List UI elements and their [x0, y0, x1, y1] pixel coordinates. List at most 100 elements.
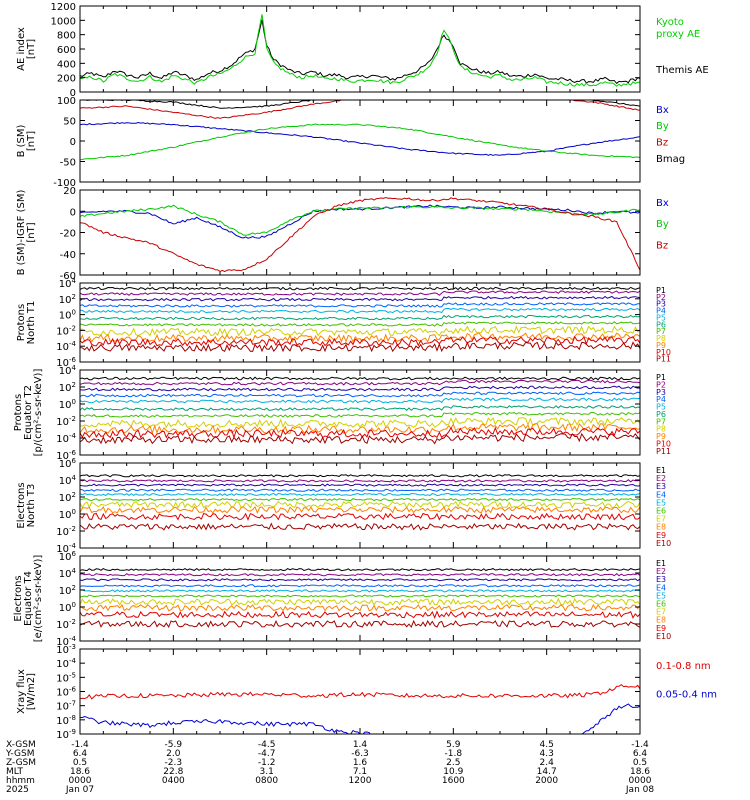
legend-label: E3: [656, 575, 666, 584]
series-line-E4: [80, 584, 640, 588]
y-tick-label: 104: [59, 567, 77, 580]
legend-label: P1: [656, 373, 666, 382]
legend-label: P7: [656, 327, 666, 336]
y-tick-label: 20: [63, 186, 76, 197]
series-line-P11: [80, 341, 640, 353]
x-tick-label: 14.7: [537, 767, 557, 777]
legend-label: E6: [656, 506, 666, 515]
legend-label: P2: [656, 293, 666, 302]
series-line-P7: [80, 321, 640, 327]
panel-1: 0 200 400 600 800 1000 1200 AE index [nT] Kyotopr…: [16, 2, 709, 99]
series-line-E5: [80, 492, 640, 497]
y-tick-label: 10-3: [56, 643, 76, 656]
series-line-E2: [80, 573, 640, 577]
y-axis-label: [p/(cm²-s-sr-keV)]: [33, 369, 44, 457]
legend-label: P9: [656, 432, 666, 441]
y-axis-label: [W/m2]: [26, 673, 37, 710]
legend-label: P1: [656, 286, 666, 295]
legend-label: E4: [656, 490, 666, 499]
x-tick-label: 1200: [349, 776, 372, 786]
legend-label: Themis AE: [655, 65, 709, 76]
x-tick-label: 0.5: [73, 758, 87, 768]
x-axis-table: X-GSMY-GSMZ-GSMMLThhmm2025-1.46.40.518.6…: [5, 740, 654, 795]
y-tick-label: 10-8: [56, 714, 76, 727]
x-tick-label: 2.4: [540, 758, 555, 768]
legend-label: E2: [656, 474, 666, 483]
y-axis-label: Electrons: [13, 575, 24, 621]
panel-series: [80, 567, 640, 629]
x-tick-label: 0800: [255, 776, 278, 786]
legend-label: E3: [656, 482, 666, 491]
y-axis-label: [nT]: [26, 39, 37, 59]
series-line-P4: [80, 391, 640, 398]
series-line-E8: [80, 505, 640, 514]
legend-label: Bz: [656, 138, 668, 149]
legend-label: E7: [656, 608, 666, 617]
series-line-E9: [80, 610, 640, 619]
series-line-P7: [80, 411, 640, 418]
x-tick-label: 18.6: [70, 767, 90, 777]
legend-label: E5: [656, 591, 666, 600]
legend-label: P10: [656, 440, 671, 449]
series-line-Bz: [80, 196, 640, 273]
series-line-Themis-AE: [80, 19, 640, 85]
y-tick-label: 10-2: [56, 415, 76, 428]
panel-series: [80, 14, 640, 87]
x-tick-label: -1.8: [445, 749, 463, 759]
y-tick-label: 100: [59, 601, 76, 614]
y-tick-label: 0: [70, 207, 76, 218]
series-line-P10: [80, 426, 640, 440]
series-line-P9: [80, 332, 640, 344]
legend-label: P4: [656, 395, 666, 404]
series-line-P3: [80, 295, 640, 302]
y-axis-label: Equator T4: [23, 571, 34, 626]
legend-label: P5: [656, 403, 666, 412]
series-line-E6: [80, 594, 640, 598]
x-tick-label: -6.3: [351, 749, 369, 759]
legend-label: P3: [656, 300, 666, 309]
panel-frame: [79, 99, 641, 183]
series-line-Bz: [80, 100, 640, 119]
y-tick-label: 600: [57, 45, 76, 56]
series-line-E10: [80, 619, 640, 629]
y-tick-label: -60: [60, 271, 76, 282]
x-row-label: Y-GSM: [5, 749, 34, 759]
panel-4: 10-6 10-4 10-2 100 102 104 Protons North T1 P1P2…: [16, 277, 671, 369]
panel-2: -100 -50 0 50 100 B (SM) [nT] Bx By Bz Bmag: [16, 96, 685, 189]
y-tick-label: 10-9: [56, 728, 76, 741]
series-line-E3: [80, 578, 640, 582]
legend-label: P5: [656, 313, 666, 322]
y-tick-label: 100: [59, 309, 76, 322]
panel-7: 10-4 10-2 100 102 104 106 Electrons Equator T4[…: [13, 550, 671, 648]
legend-label: E8: [656, 523, 666, 532]
y-tick-label: 10-2: [56, 618, 76, 631]
legend-label: 0.1-0.8 nm: [656, 661, 711, 672]
y-axis-label: B (SM): [16, 124, 27, 157]
legend-label: P3: [656, 388, 666, 397]
x-tick-label: Jan 08: [625, 785, 654, 795]
series-line-P2: [80, 379, 640, 386]
legend-label: Bx: [656, 198, 669, 209]
y-tick-label: -100: [53, 178, 76, 189]
x-tick-label: -5.9: [165, 740, 183, 750]
y-tick-label: 102: [59, 293, 76, 306]
legend-label: P7: [656, 417, 666, 426]
series-line-P3: [80, 385, 640, 392]
legend-label: Bx: [656, 105, 669, 116]
series-line-E6: [80, 497, 640, 502]
y-axis-label: Equator T2: [23, 385, 34, 440]
y-tick-label: 1200: [51, 2, 76, 13]
x-tick-label: -2.3: [165, 758, 183, 768]
series-line-By: [80, 204, 640, 236]
y-axis-label: North T3: [26, 484, 37, 528]
x-tick-label: 1.4: [353, 740, 368, 750]
series-line-E9: [80, 512, 640, 521]
legend-label: Kyoto: [656, 17, 684, 28]
series-line-E8: [80, 603, 640, 612]
y-tick-label: 10-4: [56, 432, 76, 445]
series-line-Bx: [80, 121, 640, 156]
x-tick-label: 0.5: [633, 758, 647, 768]
y-axis-label: Protons: [13, 394, 24, 431]
series-line-P9: [80, 422, 640, 435]
